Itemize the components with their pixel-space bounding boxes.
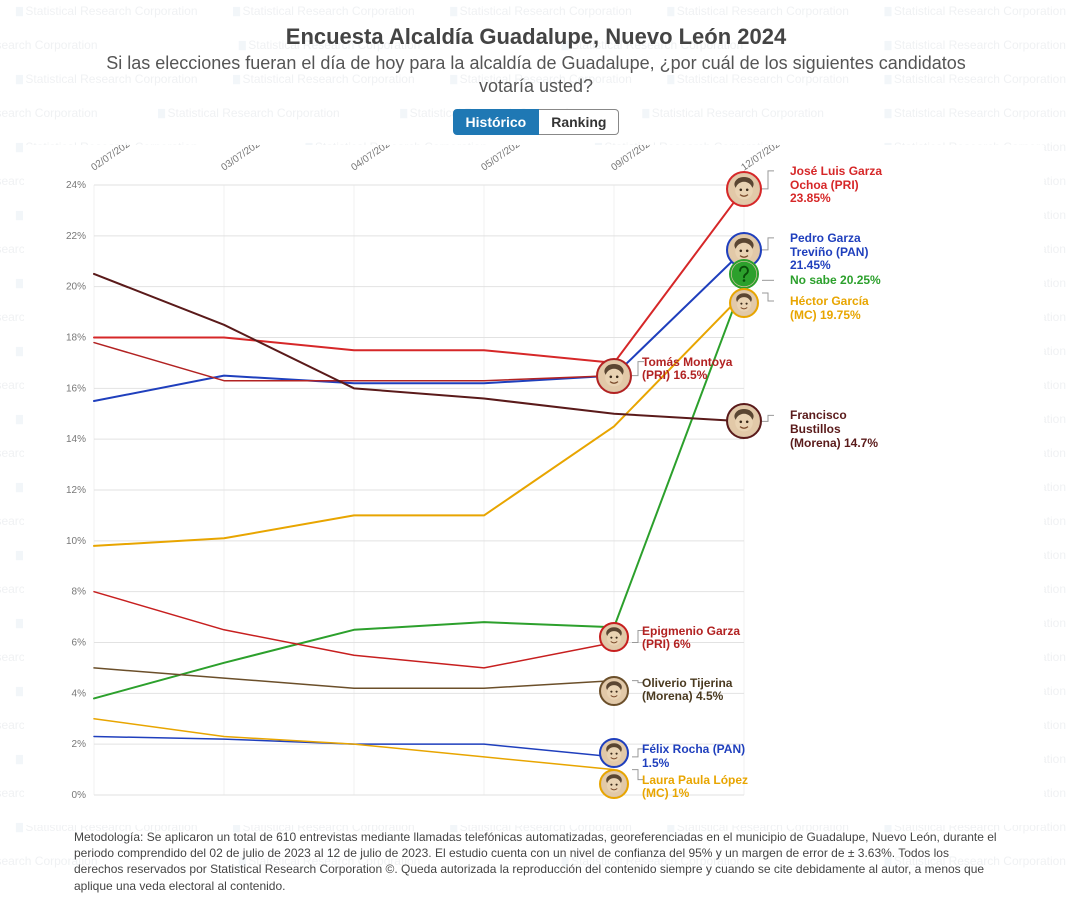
tab-ranking[interactable]: Ranking — [539, 109, 619, 135]
chart-area: 0%2%4%6%8%10%12%14%16%18%20%22%24%02/07/… — [24, 145, 1048, 825]
svg-text:20%: 20% — [66, 282, 86, 293]
label-tomas_montoya: Tomás Montoya(PRI) 16.5% — [642, 356, 732, 384]
svg-text:4%: 4% — [72, 688, 87, 699]
label-felix: Félix Rocha (PAN)1.5% — [642, 743, 745, 771]
line-chart: 0%2%4%6%8%10%12%14%16%18%20%22%24%02/07/… — [24, 145, 1044, 825]
label-garza_ochoa: José Luis GarzaOchoa (PRI)23.85% — [790, 165, 882, 206]
avatar-laura — [599, 769, 629, 799]
view-tabs: Histórico Ranking — [24, 109, 1048, 135]
tab-historico[interactable]: Histórico — [453, 109, 540, 135]
svg-text:2%: 2% — [72, 739, 87, 750]
svg-text:24%: 24% — [66, 180, 86, 191]
page: Statistical Research CorporationStatisti… — [0, 0, 1072, 923]
chart-title: Encuesta Alcaldía Guadalupe, Nuevo León … — [24, 24, 1048, 50]
methodology-text: Metodología: Se aplicaron un total de 61… — [24, 825, 1048, 894]
label-garza_trevino: Pedro GarzaTreviño (PAN)21.45% — [790, 232, 868, 273]
svg-text:12%: 12% — [66, 485, 86, 496]
svg-text:22%: 22% — [66, 231, 86, 242]
svg-text:16%: 16% — [66, 383, 86, 394]
svg-text:10%: 10% — [66, 536, 86, 547]
svg-text:8%: 8% — [72, 587, 87, 598]
svg-text:18%: 18% — [66, 333, 86, 344]
label-laura: Laura Paula López(MC) 1% — [642, 774, 748, 802]
avatar-felix — [599, 738, 629, 768]
label-no_sabe: No sabe 20.25% — [790, 274, 881, 288]
chart-subtitle: Si las elecciones fueran el día de hoy p… — [106, 52, 966, 97]
label-oliverio: Oliverio Tijerina(Morena) 4.5% — [642, 677, 732, 705]
content: Encuesta Alcaldía Guadalupe, Nuevo León … — [0, 0, 1072, 902]
avatar-garza_ochoa — [726, 171, 762, 207]
avatar-epigmenio — [599, 622, 629, 652]
svg-text:14%: 14% — [66, 434, 86, 445]
avatar-hector_garcia — [729, 288, 759, 318]
svg-text:6%: 6% — [72, 638, 87, 649]
avatar-oliverio — [599, 676, 629, 706]
label-epigmenio: Epigmenio Garza(PRI) 6% — [642, 625, 740, 653]
label-bustillos: FranciscoBustillos(Morena) 14.7% — [790, 409, 878, 450]
label-hector_garcia: Héctor García(MC) 19.75% — [790, 295, 869, 323]
avatar-tomas_montoya — [596, 358, 632, 394]
svg-text:0%: 0% — [72, 790, 87, 801]
